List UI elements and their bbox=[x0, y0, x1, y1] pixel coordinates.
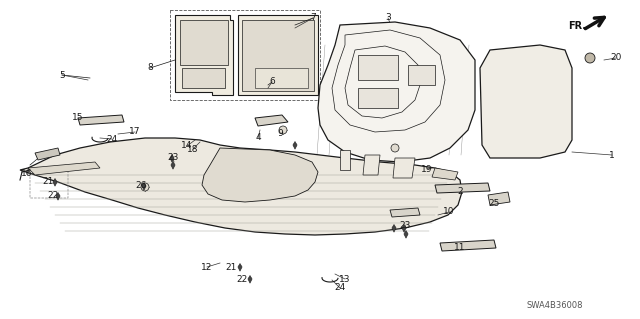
Text: 17: 17 bbox=[129, 128, 141, 137]
Circle shape bbox=[141, 183, 149, 191]
Polygon shape bbox=[435, 183, 490, 193]
Polygon shape bbox=[318, 22, 475, 162]
Circle shape bbox=[279, 126, 287, 134]
Polygon shape bbox=[363, 155, 380, 175]
Text: 3: 3 bbox=[385, 13, 391, 23]
Polygon shape bbox=[20, 138, 462, 235]
Polygon shape bbox=[255, 115, 288, 126]
Text: 13: 13 bbox=[339, 275, 351, 284]
Text: 4: 4 bbox=[255, 133, 261, 143]
Text: 20: 20 bbox=[611, 54, 621, 63]
Polygon shape bbox=[180, 20, 228, 65]
Text: 7: 7 bbox=[310, 13, 316, 23]
Text: 22: 22 bbox=[236, 275, 248, 284]
Text: 2: 2 bbox=[457, 188, 463, 197]
Polygon shape bbox=[255, 68, 308, 88]
Text: 14: 14 bbox=[181, 142, 193, 151]
Text: 24: 24 bbox=[106, 135, 118, 144]
Text: 15: 15 bbox=[72, 114, 84, 122]
Polygon shape bbox=[53, 179, 57, 186]
Text: 11: 11 bbox=[454, 243, 466, 253]
Polygon shape bbox=[393, 158, 415, 178]
Text: 16: 16 bbox=[21, 169, 33, 179]
Text: 21: 21 bbox=[225, 263, 237, 271]
Text: 19: 19 bbox=[421, 165, 433, 174]
Polygon shape bbox=[248, 276, 252, 283]
Text: 12: 12 bbox=[202, 263, 212, 271]
Polygon shape bbox=[440, 240, 496, 251]
Polygon shape bbox=[182, 68, 225, 88]
Polygon shape bbox=[56, 192, 60, 200]
Text: 23: 23 bbox=[399, 220, 411, 229]
Text: 8: 8 bbox=[147, 63, 153, 72]
Polygon shape bbox=[170, 154, 174, 162]
Polygon shape bbox=[238, 15, 318, 95]
Polygon shape bbox=[238, 263, 242, 271]
Text: 26: 26 bbox=[135, 181, 147, 189]
Polygon shape bbox=[432, 168, 458, 180]
Polygon shape bbox=[242, 20, 314, 91]
Polygon shape bbox=[78, 115, 124, 125]
Circle shape bbox=[585, 53, 595, 63]
Text: 9: 9 bbox=[277, 129, 283, 137]
Text: FR.: FR. bbox=[568, 21, 586, 31]
Text: SWA4B36008: SWA4B36008 bbox=[527, 300, 583, 309]
Polygon shape bbox=[480, 45, 572, 158]
Text: 25: 25 bbox=[488, 199, 500, 209]
Text: 6: 6 bbox=[269, 78, 275, 86]
Polygon shape bbox=[502, 70, 548, 130]
Polygon shape bbox=[202, 148, 318, 202]
Text: 23: 23 bbox=[167, 153, 179, 162]
Polygon shape bbox=[392, 225, 396, 232]
Polygon shape bbox=[358, 88, 398, 108]
Text: 1: 1 bbox=[609, 151, 615, 160]
Text: 24: 24 bbox=[334, 284, 346, 293]
Polygon shape bbox=[408, 65, 435, 85]
Polygon shape bbox=[171, 161, 175, 169]
Polygon shape bbox=[142, 182, 146, 190]
Polygon shape bbox=[340, 150, 350, 170]
Polygon shape bbox=[402, 225, 406, 232]
Polygon shape bbox=[35, 148, 60, 160]
Text: 21: 21 bbox=[42, 177, 54, 187]
Polygon shape bbox=[28, 162, 100, 175]
Text: 10: 10 bbox=[444, 207, 455, 217]
Polygon shape bbox=[404, 231, 408, 238]
Text: 22: 22 bbox=[47, 191, 59, 201]
Polygon shape bbox=[390, 208, 420, 217]
Text: 5: 5 bbox=[59, 70, 65, 79]
Polygon shape bbox=[293, 142, 297, 149]
Polygon shape bbox=[175, 15, 233, 95]
Text: 18: 18 bbox=[188, 145, 199, 153]
Circle shape bbox=[391, 144, 399, 152]
Polygon shape bbox=[488, 192, 510, 205]
Polygon shape bbox=[358, 55, 398, 80]
